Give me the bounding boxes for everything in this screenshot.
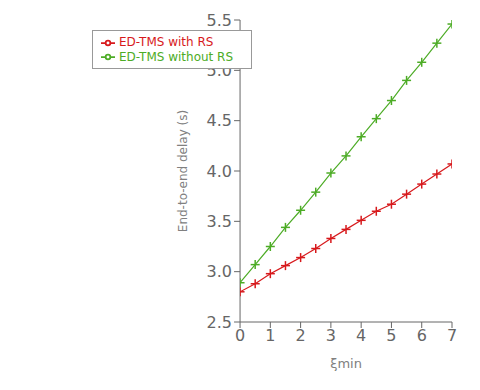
svg-text:2: 2 <box>296 326 306 345</box>
svg-text:1: 1 <box>265 326 275 345</box>
svg-text:4.5: 4.5 <box>207 111 232 130</box>
svg-text:6: 6 <box>417 326 427 345</box>
html-text:ED-TMS with RS: ED-TMS with RS <box>119 35 214 49</box>
svg-text:4.0: 4.0 <box>207 162 232 181</box>
svg-text:5.5: 5.5 <box>207 11 232 30</box>
svg-text:3.5: 3.5 <box>207 212 232 231</box>
svg-text:2.5: 2.5 <box>207 313 232 332</box>
svg-text:3.0: 3.0 <box>207 262 232 281</box>
html-text:ED-TMS without RS: ED-TMS without RS <box>119 49 233 64</box>
svg-text:5.0: 5.0 <box>207 61 232 80</box>
svg-text:4: 4 <box>356 326 366 345</box>
svg-text:7: 7 <box>447 326 457 345</box>
svg-text:End-to-end delay (s): End-to-end delay (s) <box>176 110 190 232</box>
svg-text:5: 5 <box>386 326 396 345</box>
svg-text:ξmin: ξmin <box>330 356 362 371</box>
svg-text:0: 0 <box>235 326 245 345</box>
svg-text:3: 3 <box>326 326 336 345</box>
